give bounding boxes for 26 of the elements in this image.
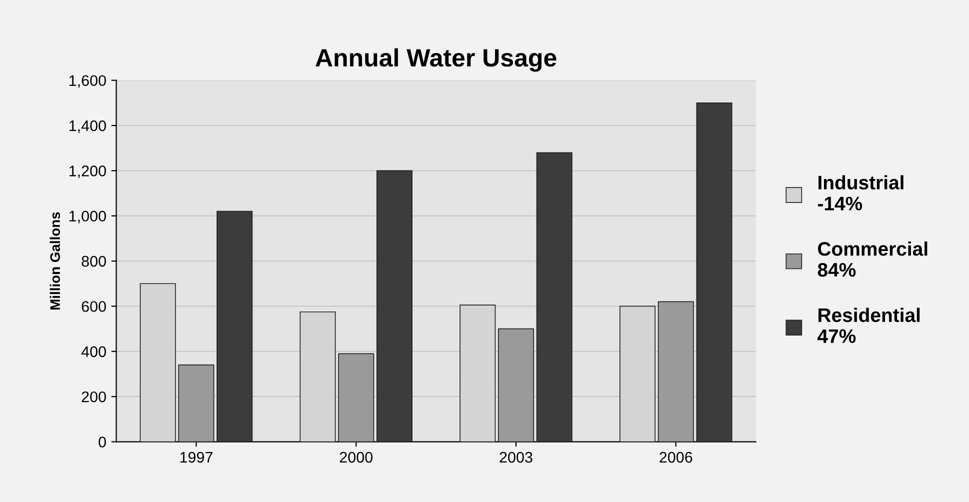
bar <box>658 301 694 442</box>
legend-label: Industrial -14% <box>818 175 904 210</box>
y-tick-label: 1,400 <box>69 120 106 133</box>
y-tick-label: 800 <box>82 256 106 267</box>
bar <box>376 170 412 442</box>
legend-label: Commercial 84% <box>818 242 928 277</box>
x-tick-label: 2003 <box>500 452 532 463</box>
y-tick-label: 1,600 <box>69 75 106 88</box>
y-tick-label: 0 <box>98 436 106 448</box>
y-tick-label: 400 <box>81 346 106 358</box>
bar <box>216 210 253 442</box>
y-axis-title: Million Gallons <box>50 212 60 310</box>
x-tick-label: 2006 <box>660 452 692 463</box>
legend-label: Residential 47% <box>818 308 920 343</box>
bar <box>696 102 732 442</box>
y-tick-label: 600 <box>82 301 106 312</box>
bar <box>536 152 572 442</box>
bar <box>498 328 534 442</box>
y-tick-label: 1,000 <box>69 210 106 224</box>
bar <box>338 353 374 442</box>
x-tick-label: 2000 <box>340 452 373 463</box>
x-tick-label: 1997 <box>180 452 212 463</box>
chart-title: Annual Water Usage <box>316 48 556 72</box>
bar <box>178 364 214 442</box>
y-tick-label: 1,200 <box>69 166 106 178</box>
y-tick-label: 200 <box>82 391 106 402</box>
